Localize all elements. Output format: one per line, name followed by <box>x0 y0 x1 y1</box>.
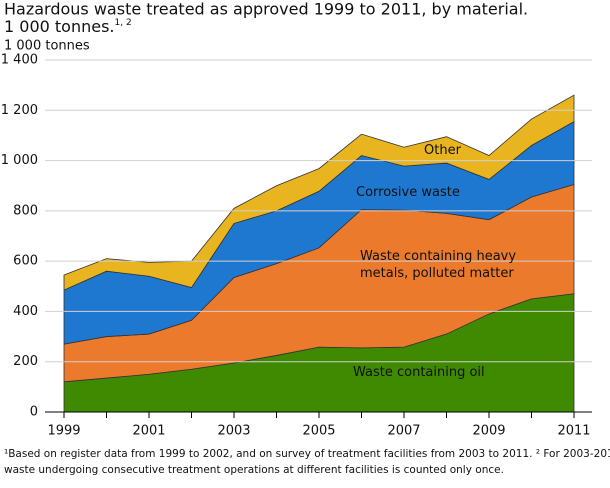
x-tick-label: 2001 <box>132 424 165 439</box>
x-tick-label: 2007 <box>387 424 420 439</box>
x-tick-label: 2005 <box>302 424 335 439</box>
series-label: Waste containing oil <box>353 365 485 380</box>
y-tick-label: 400 <box>13 304 38 319</box>
x-tick-label: 1999 <box>47 424 80 439</box>
y-tick-label: 0 <box>30 405 38 420</box>
subtitle-note: 1, 2 <box>115 18 132 28</box>
x-tick-label: 2003 <box>217 424 250 439</box>
series-label: Waste containing heavy metals, polluted … <box>360 249 517 281</box>
areas <box>63 94 575 413</box>
y-tick-label: 600 <box>13 254 38 269</box>
y-axis-label: 1 000 tonnes <box>4 39 90 54</box>
chart-title: Hazardous waste treated as approved 1999… <box>4 0 528 19</box>
footnote: ¹Based on register data from 1999 to 200… <box>4 448 610 460</box>
footnote: waste undergoing consecutive treatment o… <box>4 464 504 476</box>
subtitle-text: 1 000 tonnes. <box>4 17 115 36</box>
y-tick-label: 200 <box>13 354 38 369</box>
y-tick-label: 1 000 <box>1 153 38 168</box>
y-tick-label: 1 200 <box>1 103 38 118</box>
x-tick-label: 2011 <box>557 424 590 439</box>
area <box>63 94 575 291</box>
y-tick-label: 800 <box>13 203 38 218</box>
y-tick-label: 1 400 <box>1 53 38 68</box>
series-label: Other <box>424 143 461 158</box>
x-tick-label: 2009 <box>472 424 505 439</box>
chart-subtitle: 1 000 tonnes.1, 2 <box>4 17 132 36</box>
series-label: Corrosive waste <box>356 185 460 200</box>
